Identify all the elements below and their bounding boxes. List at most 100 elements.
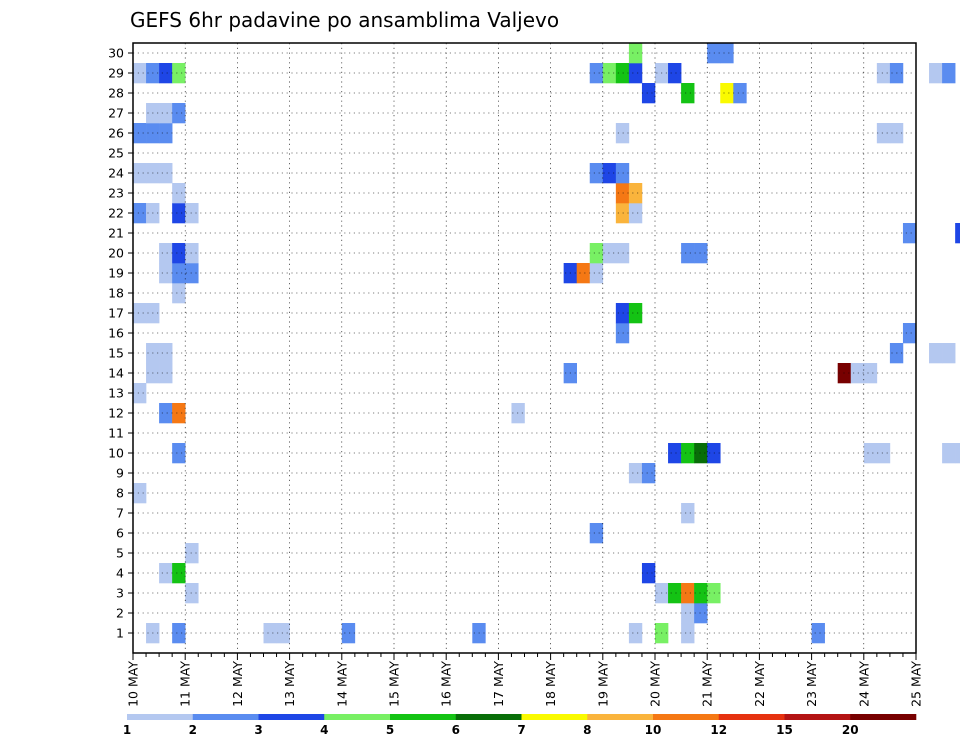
x-tick-label: 24 MAY: [856, 661, 871, 707]
plot-frame: [132, 42, 917, 654]
data-cell: [172, 203, 186, 224]
y-tick-label: 10: [108, 446, 124, 461]
colorbar-label: 15: [776, 723, 793, 737]
data-cell: [172, 563, 186, 584]
data-cell: [641, 563, 656, 584]
y-tick-label: 17: [108, 306, 124, 321]
data-cell: [172, 403, 186, 424]
data-cell: [681, 623, 695, 644]
x-tick-label: 11 MAY: [178, 661, 193, 707]
x-tick-label: 21 MAY: [700, 661, 715, 707]
colorbar-segment: [324, 714, 391, 720]
data-cell: [733, 83, 747, 104]
y-tick-label: 29: [108, 66, 124, 81]
data-cell: [589, 163, 604, 184]
data-cell: [720, 83, 734, 104]
data-cell: [589, 243, 604, 264]
y-tick-label: 18: [108, 286, 124, 301]
data-cell: [681, 503, 695, 524]
data-cell: [341, 623, 356, 644]
data-cell: [133, 483, 147, 504]
data-cell: [159, 63, 173, 84]
data-cell: [641, 83, 656, 104]
data-cell: [668, 63, 682, 84]
data-cell: [668, 583, 682, 604]
data-cell: [172, 283, 186, 304]
data-cell: [172, 103, 186, 124]
data-cell: [172, 263, 186, 284]
y-tick-label: 16: [108, 326, 124, 341]
x-tick-label: 17 MAY: [491, 661, 506, 707]
data-cell: [668, 443, 682, 464]
data-cell: [133, 303, 147, 324]
colorbar: 1 2 3 4 5 6 7 8 10 12 15 20: [123, 714, 917, 737]
y-tick-label: 8: [116, 486, 124, 501]
data-cell: [811, 623, 825, 644]
y-tick-label: 4: [116, 566, 124, 581]
data-cell: [159, 263, 173, 284]
data-cell: [955, 443, 960, 464]
data-cell: [133, 123, 147, 144]
data-cell: [955, 223, 960, 244]
data-cell: [681, 83, 695, 104]
data-cell: [628, 43, 643, 64]
data-cell: [615, 203, 630, 224]
data-cell: [694, 583, 708, 604]
y-tick-label: 15: [108, 346, 124, 361]
data-cell: [850, 363, 865, 384]
colorbar-label: 6: [452, 723, 460, 737]
data-cell: [172, 623, 186, 644]
data-cell: [628, 183, 643, 204]
colorbar-segment: [192, 714, 259, 720]
colorbar-segment: [258, 714, 325, 720]
data-cell: [942, 63, 956, 84]
y-tick-label: 5: [116, 546, 124, 561]
data-cell: [172, 443, 186, 464]
y-tick-label: 25: [108, 146, 124, 161]
data-cell: [602, 63, 617, 84]
y-tick-label: 6: [116, 526, 124, 541]
data-cell: [876, 443, 891, 464]
colorbar-segment: [587, 714, 654, 720]
data-cell: [159, 123, 173, 144]
data-cell: [720, 43, 734, 64]
cells-layer: [133, 43, 960, 644]
data-cell: [159, 363, 173, 384]
data-cell: [681, 583, 695, 604]
data-cell: [876, 63, 891, 84]
data-cell: [628, 623, 643, 644]
colorbar-segment: [455, 714, 522, 720]
data-cell: [681, 603, 695, 624]
colorbar-label: 7: [517, 723, 525, 737]
data-cell: [942, 443, 956, 464]
data-cell: [172, 243, 186, 264]
y-tick-label: 13: [108, 386, 124, 401]
data-cell: [681, 243, 695, 264]
data-cell: [185, 543, 199, 564]
data-cell: [185, 583, 199, 604]
y-tick-label: 30: [108, 46, 124, 61]
data-cell: [589, 63, 604, 84]
data-cell: [159, 103, 173, 124]
chart-title: GEFS 6hr padavine po ansamblima Valjevo: [130, 8, 559, 32]
data-cell: [929, 63, 943, 84]
data-cell: [185, 203, 199, 224]
data-cell: [615, 323, 630, 344]
data-cell: [185, 263, 199, 284]
colorbar-segment: [784, 714, 851, 720]
data-cell: [876, 123, 891, 144]
data-cell: [615, 183, 630, 204]
colorbar-segment: [521, 714, 588, 720]
x-tick-label: 23 MAY: [804, 661, 819, 707]
y-tick-label: 7: [116, 506, 124, 521]
data-cell: [159, 343, 173, 364]
data-cell: [681, 443, 695, 464]
y-tick-label: 20: [108, 246, 124, 261]
x-tick-label: 15 MAY: [387, 661, 402, 707]
x-tick-label: 25 MAY: [909, 661, 924, 707]
data-cell: [589, 263, 604, 284]
data-cell: [172, 183, 186, 204]
data-cell: [133, 163, 147, 184]
ticks-layer: [128, 52, 917, 660]
